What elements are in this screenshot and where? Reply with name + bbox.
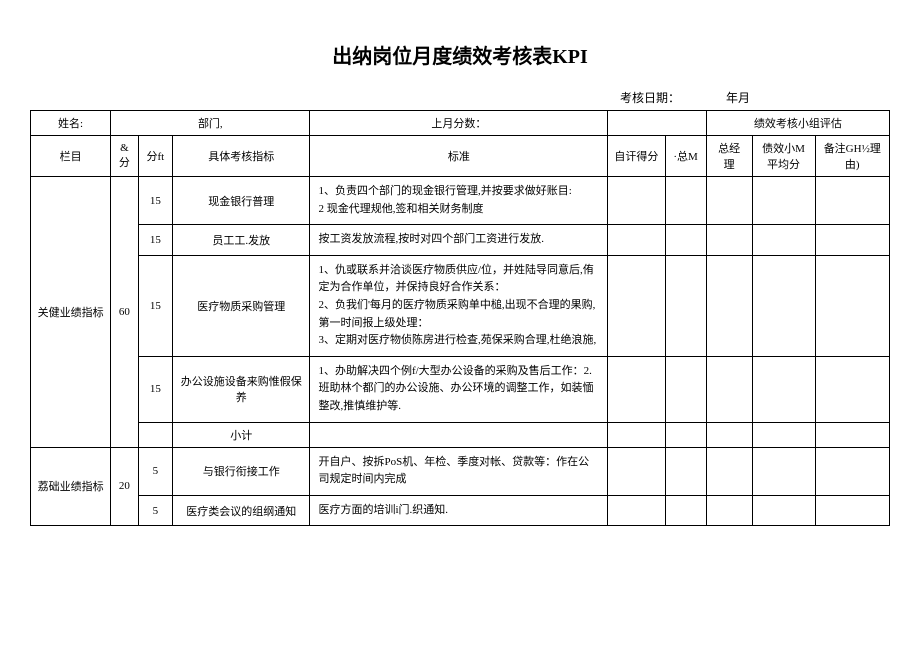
row-score	[138, 422, 172, 447]
row-self	[608, 177, 665, 225]
blank-cell	[608, 111, 706, 136]
date-suffix: 年月	[726, 91, 750, 105]
row-mgr	[706, 447, 752, 495]
col-manager: 总经理	[706, 136, 752, 177]
row-self	[608, 255, 665, 356]
row-avg	[752, 447, 815, 495]
row-score: 15	[138, 255, 172, 356]
row-total	[665, 177, 706, 225]
row-kpi: 小计	[173, 422, 310, 447]
row-standard: 医疗方面的培训i门.织通知.	[310, 495, 608, 526]
row-avg	[752, 177, 815, 225]
section-weight: 60	[111, 177, 138, 448]
row-mgr	[706, 255, 752, 356]
table-row: 5 医疗类会议的组纲通知 医疗方面的培训i门.织通知.	[31, 495, 890, 526]
row-score: 5	[138, 447, 172, 495]
row-total	[665, 255, 706, 356]
row-standard: 1、仇或联系并洽谈医疗物质供应/位，并姓陆导同意后,侑定为合作单位，并保持良好合…	[310, 255, 608, 356]
header-row-1: 姓名: 部门, 上月分数： 绩效考核小组评估	[31, 111, 890, 136]
row-total	[665, 356, 706, 422]
date-row: 考核日期： 年月	[30, 89, 890, 106]
row-mgr	[706, 422, 752, 447]
dept-label: 部门,	[198, 118, 223, 130]
row-remark	[815, 177, 889, 225]
row-score: 5	[138, 495, 172, 526]
row-total	[665, 422, 706, 447]
row-avg	[752, 495, 815, 526]
row-standard: 开自户、按拆PoS机、年检、季度对帐、贷款等：作在公司规定时间内完成	[310, 447, 608, 495]
eval-group-label: 绩效考核小组评估	[706, 111, 889, 136]
row-remark	[815, 447, 889, 495]
last-score-cell: 上月分数：	[310, 111, 608, 136]
row-self	[608, 225, 665, 256]
row-avg	[752, 422, 815, 447]
row-self	[608, 447, 665, 495]
col-standard: 标准	[310, 136, 608, 177]
row-score: 15	[138, 356, 172, 422]
table-row: 15 员工工.发放 按工资发放流程,按时对四个部门工资进行发放.	[31, 225, 890, 256]
row-self	[608, 495, 665, 526]
row-mgr	[706, 225, 752, 256]
col-kpi: 具体考核指标	[173, 136, 310, 177]
row-remark	[815, 422, 889, 447]
row-standard: 1、办助解决四个例f/大型办公设备的采购及售后工作：2.班助林个都门的办公设施、…	[310, 356, 608, 422]
col-total: ·总M	[665, 136, 706, 177]
row-total	[665, 495, 706, 526]
table-row: 荔础业绩指标 20 5 与银行衔接工作 开自户、按拆PoS机、年检、季度对帐、贷…	[31, 447, 890, 495]
row-standard: 1、负责四个部门的现金银行管理,并按要求做好账目:2 现金代理规他,签和相关财务…	[310, 177, 608, 225]
row-total	[665, 447, 706, 495]
kpi-table: 姓名: 部门, 上月分数： 绩效考核小组评估 栏目 &分 分ft 具体考核指标 …	[30, 110, 890, 526]
row-mgr	[706, 177, 752, 225]
row-total	[665, 225, 706, 256]
row-standard: 按工资发放流程,按时对四个部门工资进行发放.	[310, 225, 608, 256]
row-kpi: 与银行衔接工作	[173, 447, 310, 495]
row-avg	[752, 255, 815, 356]
row-kpi: 办公设施设备来购惟假保养	[173, 356, 310, 422]
row-score: 15	[138, 177, 172, 225]
row-standard	[310, 422, 608, 447]
row-score: 15	[138, 225, 172, 256]
header-row-2: 栏目 &分 分ft 具体考核指标 标准 自讦得分 ·总M 总经理 债效小M平均分…	[31, 136, 890, 177]
row-mgr	[706, 495, 752, 526]
col-score: 分ft	[138, 136, 172, 177]
table-row: 15 医疗物质采购管理 1、仇或联系并洽谈医疗物质供应/位，并姓陆导同意后,侑定…	[31, 255, 890, 356]
row-self	[608, 422, 665, 447]
col-self: 自讦得分	[608, 136, 665, 177]
section-name: 关健业绩指标	[31, 177, 111, 448]
row-avg	[752, 225, 815, 256]
col-item: 栏目	[31, 136, 111, 177]
row-remark	[815, 356, 889, 422]
row-remark	[815, 495, 889, 526]
col-weight: &分	[111, 136, 138, 177]
row-avg	[752, 356, 815, 422]
table-row: 关健业绩指标 60 15 现金银行普理 1、负责四个部门的现金银行管理,并按要求…	[31, 177, 890, 225]
section-name: 荔础业绩指标	[31, 447, 111, 526]
row-kpi: 员工工.发放	[173, 225, 310, 256]
row-kpi: 现金银行普理	[173, 177, 310, 225]
row-kpi: 医疗类会议的组纲通知	[173, 495, 310, 526]
row-self	[608, 356, 665, 422]
row-mgr	[706, 356, 752, 422]
last-score-label: 上月分数：	[431, 118, 486, 130]
col-avg: 债效小M平均分	[752, 136, 815, 177]
row-kpi: 医疗物质采购管理	[173, 255, 310, 356]
name-label: 姓名:	[31, 111, 111, 136]
dept-cell: 部门,	[111, 111, 310, 136]
col-remark: 备注GH½理由)	[815, 136, 889, 177]
table-row: 15 办公设施设备来购惟假保养 1、办助解决四个例f/大型办公设备的采购及售后工…	[31, 356, 890, 422]
row-remark	[815, 255, 889, 356]
table-row-subtotal: 小计	[31, 422, 890, 447]
date-label: 考核日期：	[620, 91, 680, 105]
row-remark	[815, 225, 889, 256]
section-weight: 20	[111, 447, 138, 526]
page-title: 出纳岗位月度绩效考核表KPI	[30, 40, 890, 69]
